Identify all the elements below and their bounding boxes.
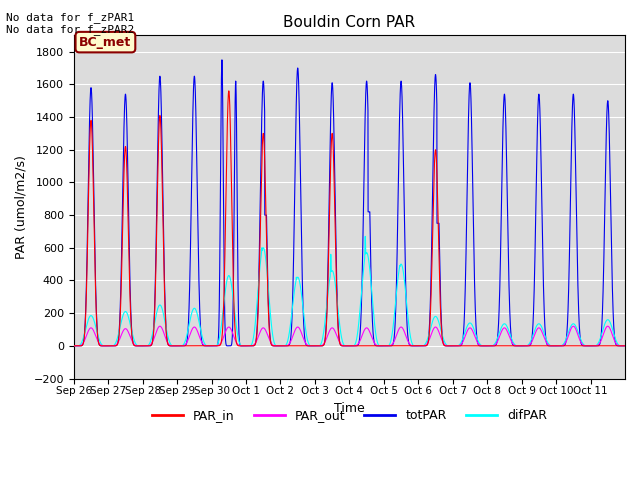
PAR_in: [125, 231, 132, 237]
Legend: PAR_in, PAR_out, totPAR, difPAR: PAR_in, PAR_out, totPAR, difPAR: [147, 404, 552, 427]
PAR_in: [209, 343, 217, 348]
PAR_out: [559, 342, 567, 348]
totPAR: [599, 299, 607, 305]
Y-axis label: PAR (umol/m2/s): PAR (umol/m2/s): [15, 155, 28, 259]
difPAR: [599, 327, 607, 333]
difPAR: [621, 343, 629, 348]
totPAR: [509, 342, 516, 348]
totPAR: [218, 57, 226, 63]
PAR_out: [156, 324, 164, 329]
Title: Bouldin Corn PAR: Bouldin Corn PAR: [284, 15, 415, 30]
PAR_in: [621, 343, 629, 348]
difPAR: [211, 343, 219, 348]
totPAR: [522, 343, 530, 348]
Text: No data for f_zPAR2: No data for f_zPAR2: [6, 24, 134, 35]
difPAR: [522, 343, 530, 348]
PAR_in: [70, 343, 77, 348]
PAR_in: [509, 343, 516, 348]
PAR_in: [225, 88, 233, 94]
totPAR: [621, 343, 629, 348]
difPAR: [509, 339, 516, 345]
PAR_out: [522, 343, 530, 348]
PAR_out: [70, 343, 77, 348]
PAR_in: [559, 343, 567, 348]
difPAR: [362, 233, 369, 239]
difPAR: [125, 314, 132, 320]
totPAR: [209, 343, 217, 348]
X-axis label: Time: Time: [334, 402, 365, 415]
PAR_out: [599, 333, 607, 339]
difPAR: [70, 343, 77, 348]
Line: PAR_out: PAR_out: [74, 326, 625, 346]
PAR_out: [509, 341, 516, 347]
Line: totPAR: totPAR: [74, 60, 625, 346]
PAR_in: [599, 343, 607, 348]
PAR_in: [522, 343, 530, 348]
PAR_out: [621, 343, 629, 348]
Line: PAR_in: PAR_in: [74, 91, 625, 346]
totPAR: [70, 343, 77, 348]
Text: BC_met: BC_met: [79, 36, 132, 48]
difPAR: [559, 341, 567, 347]
Text: No data for f_zPAR1: No data for f_zPAR1: [6, 12, 134, 23]
PAR_out: [125, 329, 132, 335]
PAR_out: [209, 343, 217, 348]
difPAR: [209, 343, 217, 348]
Line: difPAR: difPAR: [74, 236, 625, 346]
totPAR: [125, 202, 132, 208]
totPAR: [559, 343, 567, 348]
